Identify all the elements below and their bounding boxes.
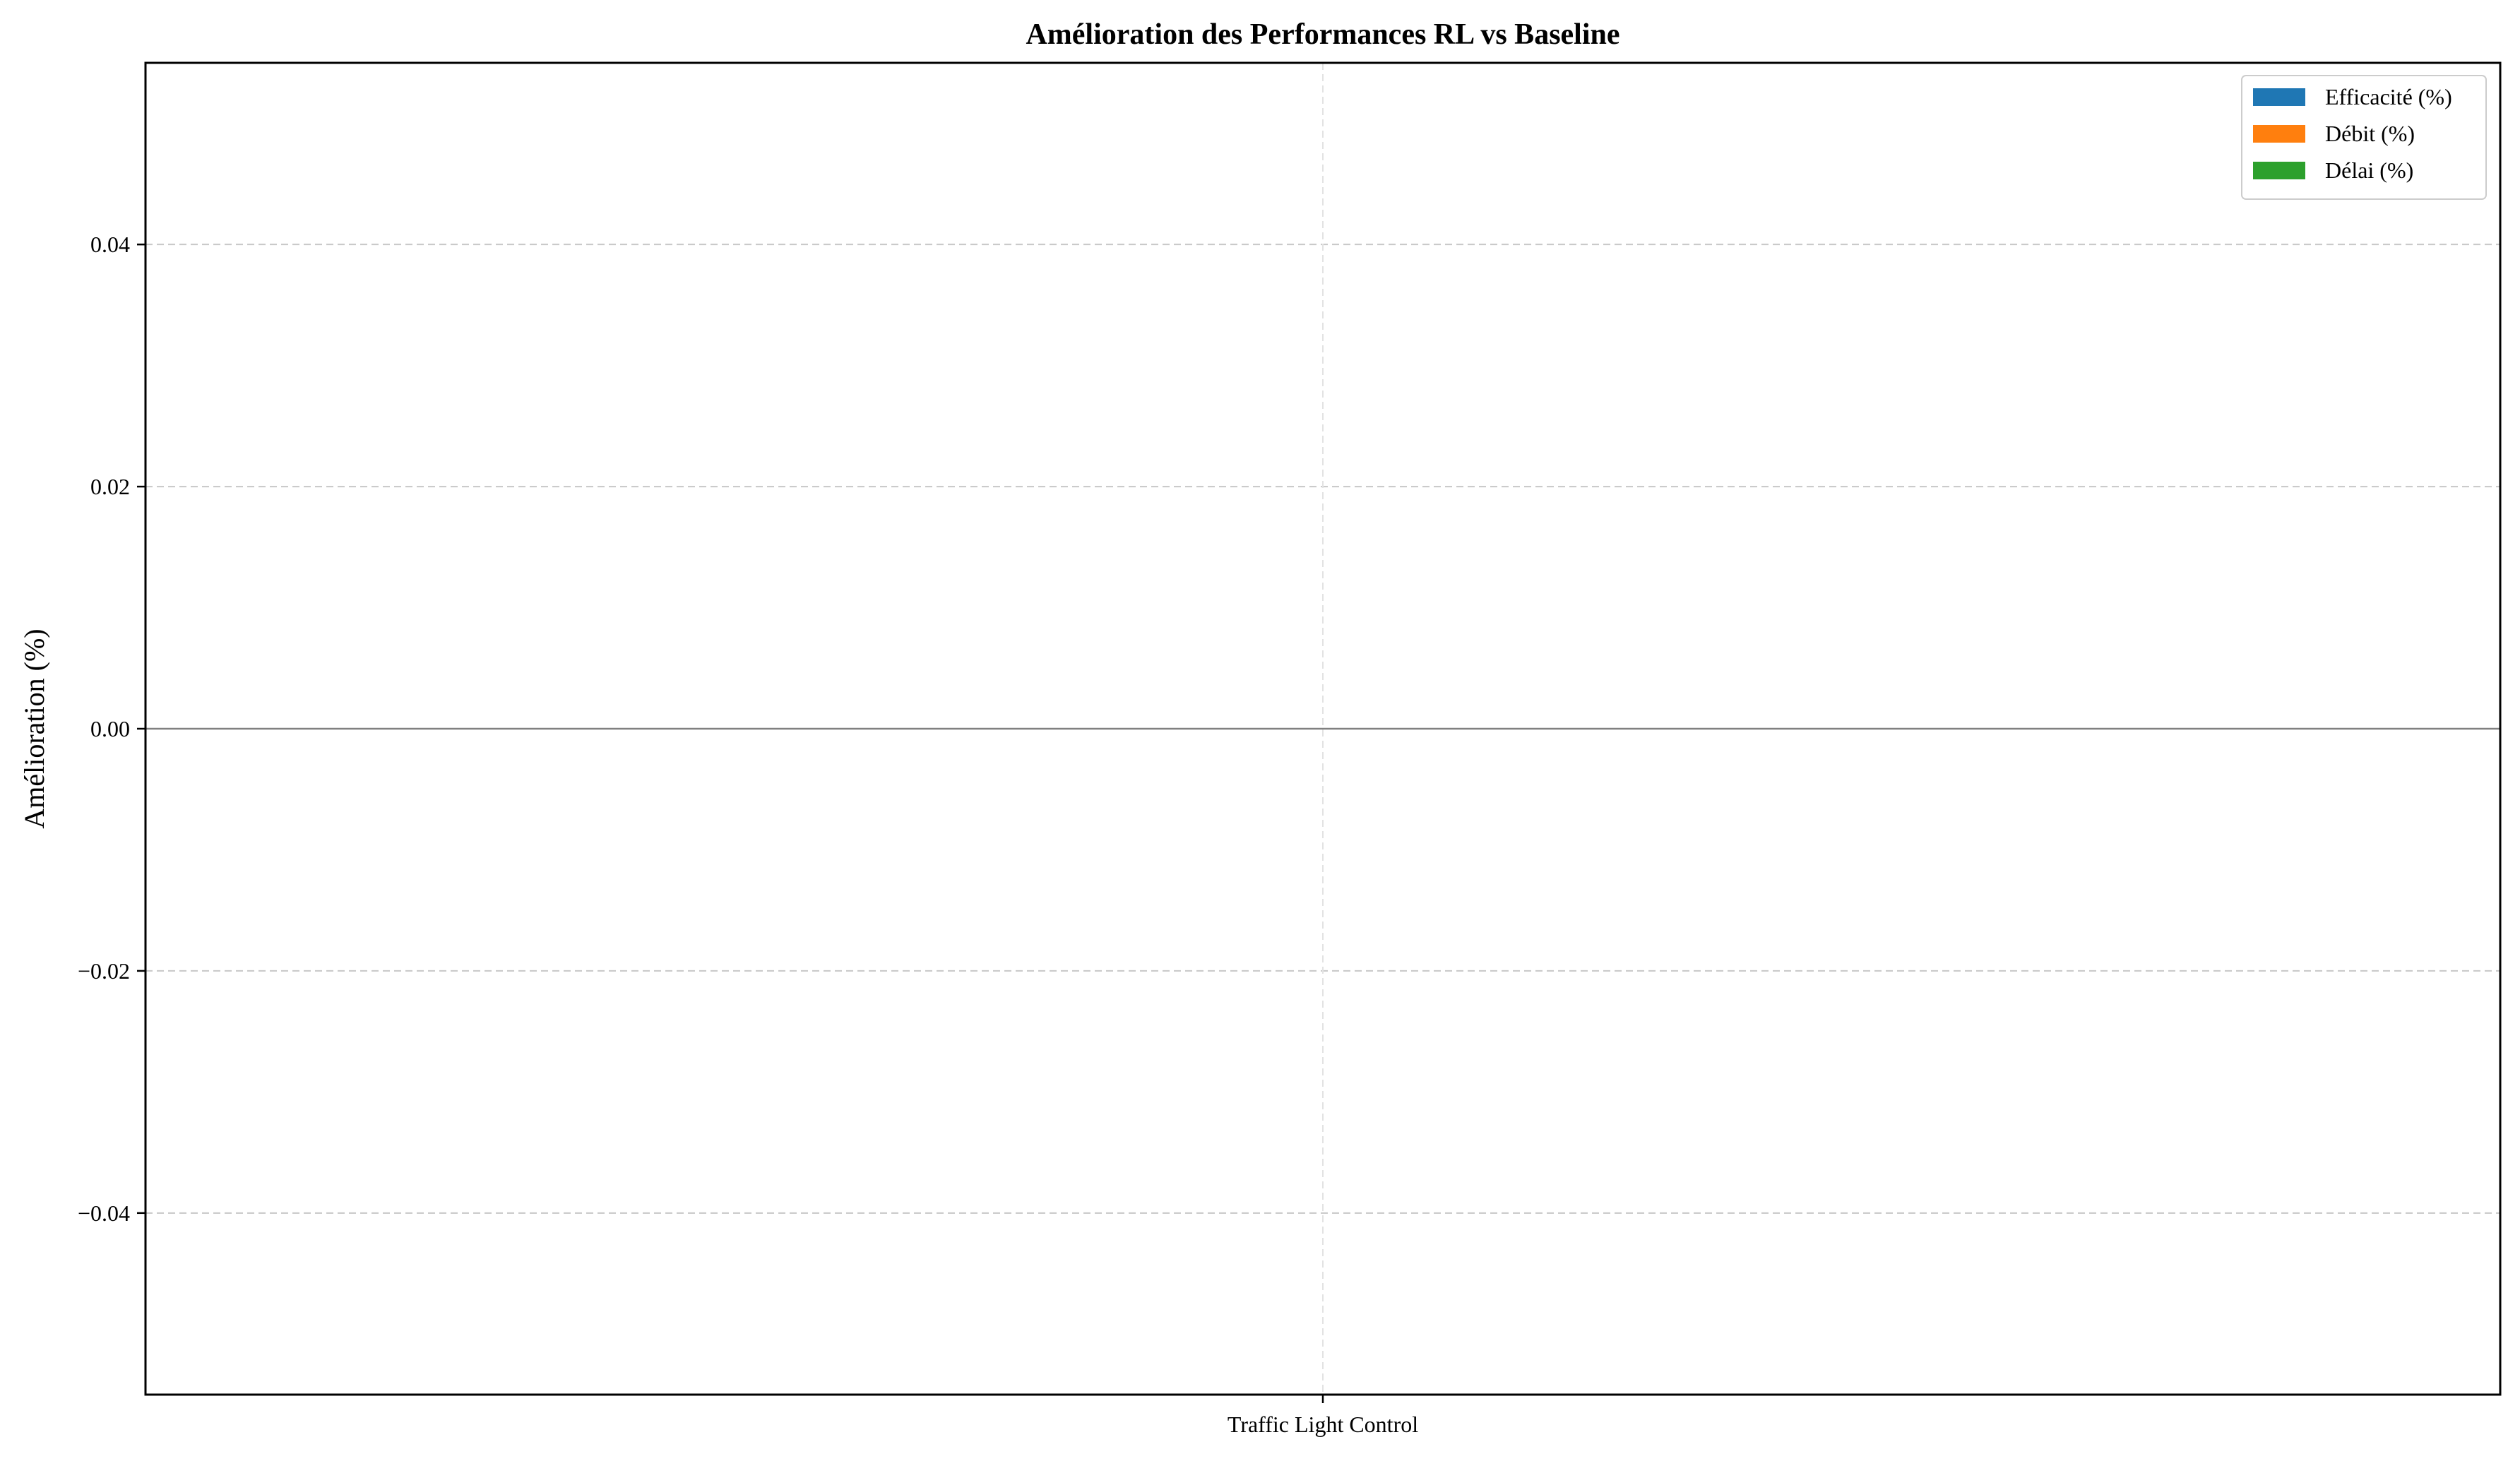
y-axis-label: Amélioration (%) <box>18 628 50 828</box>
y-tick-label: 0.02 <box>90 474 130 499</box>
y-tick-label: −0.02 <box>78 958 130 984</box>
legend: Efficacité (%) Débit (%) Délai (%) <box>2241 75 2487 200</box>
legend-swatch <box>2253 88 2305 106</box>
legend-label: Efficacité (%) <box>2325 84 2452 109</box>
y-tick-label: −0.04 <box>78 1200 130 1226</box>
legend-swatch <box>2253 162 2305 179</box>
y-axis-ticks: −0.04 −0.02 0.00 0.02 0.04 <box>78 232 145 1226</box>
legend-swatch <box>2253 125 2305 143</box>
y-tick-label: 0.04 <box>90 232 130 257</box>
legend-label: Débit (%) <box>2325 121 2415 146</box>
chart-title: Amélioration des Performances RL vs Base… <box>1026 18 1619 51</box>
legend-label: Délai (%) <box>2325 157 2413 183</box>
x-tick-label: Traffic Light Control <box>1228 1412 1418 1437</box>
y-tick-label: 0.00 <box>90 716 130 741</box>
grid-layer <box>145 63 2500 1395</box>
x-axis-ticks: Traffic Light Control <box>1228 1395 1418 1437</box>
